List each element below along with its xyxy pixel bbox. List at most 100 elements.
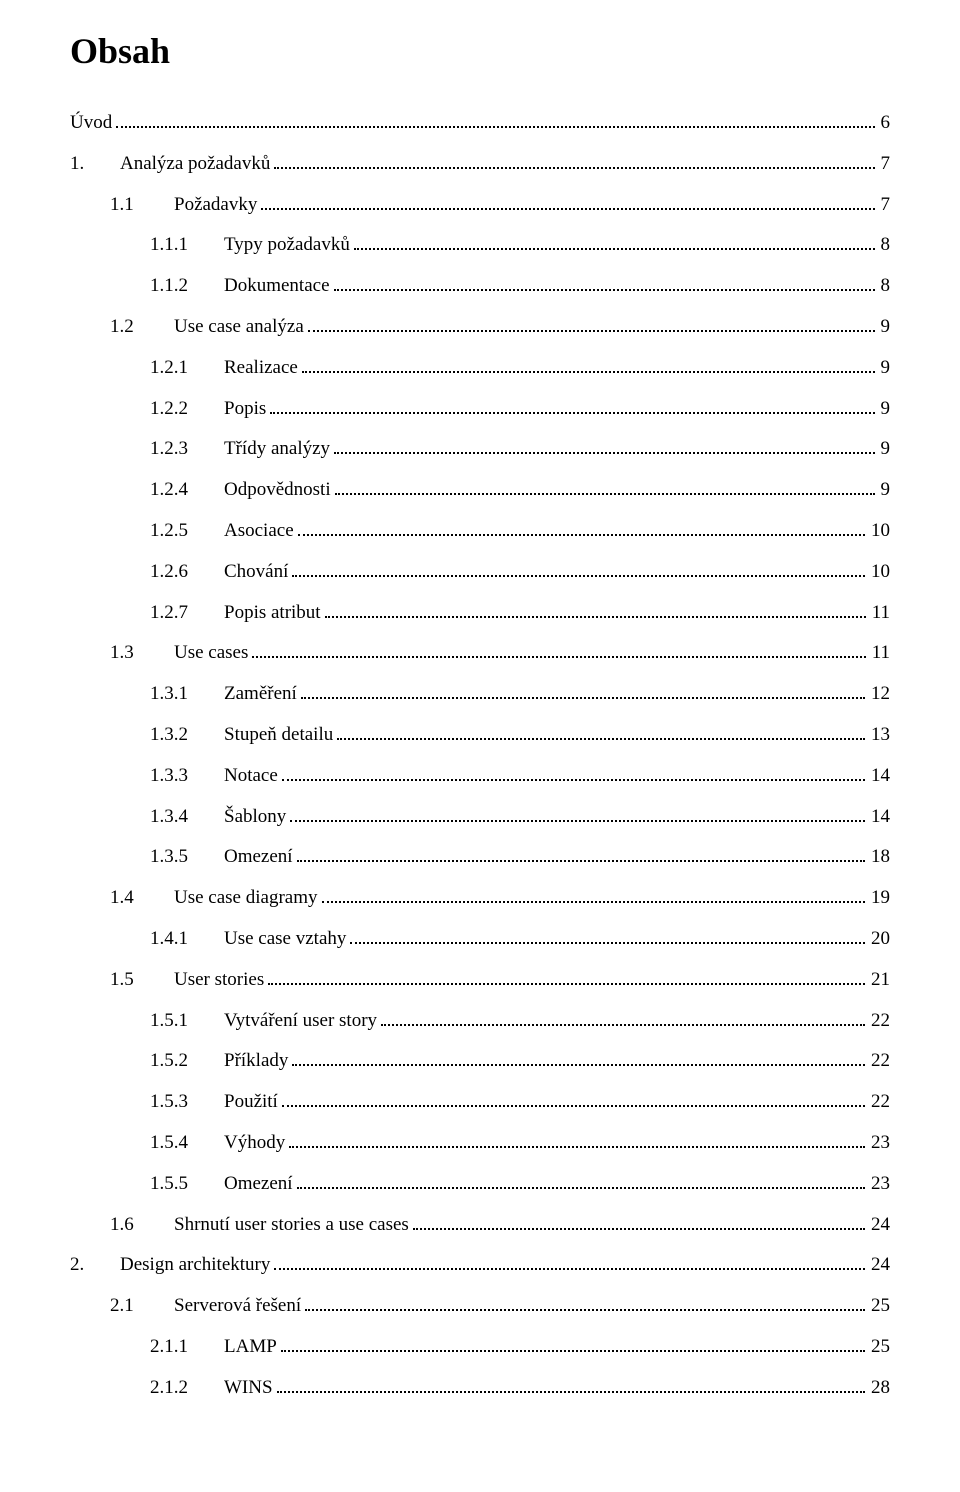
toc-entry-title: Chování bbox=[224, 561, 288, 584]
toc-entry-page: 23 bbox=[869, 1173, 890, 1196]
toc-entry-page: 13 bbox=[869, 724, 890, 747]
toc-leader-dots bbox=[308, 317, 875, 332]
toc-leader-dots bbox=[282, 765, 865, 780]
toc-entry-title: Použití bbox=[224, 1091, 278, 1114]
toc-entry-number: 1.5 bbox=[110, 969, 174, 992]
toc-leader-dots bbox=[335, 480, 875, 495]
toc-entry-number: 1.2 bbox=[110, 316, 174, 339]
toc-entry-page: 25 bbox=[869, 1295, 890, 1318]
toc-entry-page: 9 bbox=[879, 357, 891, 380]
toc-entry-number: 1.3.2 bbox=[150, 724, 224, 747]
toc-entry-page: 20 bbox=[869, 928, 890, 951]
toc-entry-number: 1.5.4 bbox=[150, 1132, 224, 1155]
toc-entry: 1.2.2Popis 9 bbox=[70, 398, 890, 421]
toc-leader-dots bbox=[274, 154, 874, 169]
toc-entry: 1.3.3Notace14 bbox=[70, 765, 890, 788]
toc-entry-title: Vytváření user story bbox=[224, 1010, 377, 1033]
toc-leader-dots bbox=[261, 194, 874, 209]
toc-entry-title: WINS bbox=[224, 1377, 273, 1400]
toc-entry-page: 25 bbox=[869, 1336, 890, 1359]
toc-leader-dots bbox=[354, 235, 875, 250]
toc-entry-page: 12 bbox=[869, 683, 890, 706]
toc-leader-dots bbox=[281, 1337, 865, 1352]
toc-entry: 1.5.3Použití22 bbox=[70, 1091, 890, 1114]
toc-entry: 1.1.1Typy požadavků8 bbox=[70, 234, 890, 257]
toc-entry-title: Asociace bbox=[224, 520, 294, 543]
toc-entry-number: 1.3 bbox=[110, 642, 174, 665]
toc-leader-dots bbox=[350, 929, 865, 944]
toc-entry: 2.1.1LAMP25 bbox=[70, 1336, 890, 1359]
toc-entry: 1.6Shrnutí user stories a use cases24 bbox=[70, 1214, 890, 1237]
toc-leader-dots bbox=[413, 1214, 865, 1229]
toc-entry-title: Serverová řešení bbox=[174, 1295, 301, 1318]
toc-entry: 1.5.1Vytváření user story22 bbox=[70, 1010, 890, 1033]
toc-entry-page: 22 bbox=[869, 1091, 890, 1114]
toc-entry-title: Design architektury bbox=[120, 1254, 270, 1277]
toc-entry: 1.2.5Asociace10 bbox=[70, 520, 890, 543]
toc-entry-title: Třídy analýzy bbox=[224, 438, 330, 461]
toc-leader-dots bbox=[297, 1173, 865, 1188]
toc-entry-page: 23 bbox=[869, 1132, 890, 1155]
toc-leader-dots bbox=[298, 521, 865, 536]
toc-entry-title: Use cases bbox=[174, 642, 248, 665]
toc-entry: 1.2.7Popis atribut11 bbox=[70, 602, 890, 625]
toc-entry-number: 1.2.1 bbox=[150, 357, 224, 380]
toc-entry-page: 7 bbox=[879, 153, 891, 176]
toc-entry-number: 1.6 bbox=[110, 1214, 174, 1237]
toc-entry-page: 28 bbox=[869, 1377, 890, 1400]
toc-entry-title: Zaměření bbox=[224, 683, 297, 706]
toc-entry: 1.2.4Odpovědnosti9 bbox=[70, 479, 890, 502]
toc-entry-number: 1.3.3 bbox=[150, 765, 224, 788]
toc-leader-dots bbox=[337, 725, 865, 740]
toc-entry-title: Analýza požadavků bbox=[120, 153, 270, 176]
toc-entry: 1.1.2Dokumentace8 bbox=[70, 275, 890, 298]
toc-entry-number: 1.1 bbox=[110, 194, 174, 217]
toc-entry-title: Use case diagramy bbox=[174, 887, 318, 910]
toc-leader-dots bbox=[270, 398, 874, 413]
toc-leader-dots bbox=[274, 1255, 865, 1270]
toc-entry-page: 24 bbox=[869, 1254, 890, 1277]
toc-entry: 2.1.2WINS28 bbox=[70, 1377, 890, 1400]
toc-entry: 1.5.5Omezení23 bbox=[70, 1173, 890, 1196]
toc-entry-title: Omezení bbox=[224, 846, 293, 869]
toc-leader-dots bbox=[325, 602, 866, 617]
toc-entry-number: 1.3.4 bbox=[150, 806, 224, 829]
toc-entry-page: 10 bbox=[869, 561, 890, 584]
toc-entry-page: 10 bbox=[869, 520, 890, 543]
toc-entry-title: Typy požadavků bbox=[224, 234, 350, 257]
toc-entry-number: 1.3.1 bbox=[150, 683, 224, 706]
toc-entry-number: 2.1 bbox=[110, 1295, 174, 1318]
toc-entry: 1.2Use case analýza9 bbox=[70, 316, 890, 339]
toc-entry-title: Realizace bbox=[224, 357, 298, 380]
toc-entry-title: Požadavky bbox=[174, 194, 257, 217]
toc-leader-dots bbox=[334, 276, 875, 291]
page-title: Obsah bbox=[70, 30, 890, 72]
toc-entry: 1.3.4Šablony14 bbox=[70, 806, 890, 829]
toc-entry-number: 1.2.6 bbox=[150, 561, 224, 584]
toc-entry-number: 1.2.2 bbox=[150, 398, 224, 421]
toc-entry: 1.Analýza požadavků 7 bbox=[70, 153, 890, 176]
toc-entry: 1.3.1Zaměření 12 bbox=[70, 683, 890, 706]
toc-entry: 1.4Use case diagramy19 bbox=[70, 887, 890, 910]
toc-entry: 1.5.2Příklady22 bbox=[70, 1050, 890, 1073]
toc-leader-dots bbox=[381, 1010, 865, 1025]
toc-entry-title: Popis bbox=[224, 398, 266, 421]
table-of-contents: Úvod61.Analýza požadavků71.1Požadavky71.… bbox=[70, 112, 890, 1400]
toc-entry-title: Notace bbox=[224, 765, 278, 788]
toc-entry: 1.3.2Stupeň detailu13 bbox=[70, 724, 890, 747]
toc-entry-number: 1.2.7 bbox=[150, 602, 224, 625]
toc-entry-number: 2. bbox=[70, 1254, 120, 1277]
toc-entry: 1.2.1Realizace 9 bbox=[70, 357, 890, 380]
toc-leader-dots bbox=[282, 1092, 865, 1107]
toc-entry-title: LAMP bbox=[224, 1336, 277, 1359]
toc-entry-page: 14 bbox=[869, 806, 890, 829]
toc-entry-number: 1.1.1 bbox=[150, 234, 224, 257]
toc-entry-page: 18 bbox=[869, 846, 890, 869]
toc-entry-number: 1.2.3 bbox=[150, 438, 224, 461]
toc-entry-page: 9 bbox=[879, 479, 891, 502]
toc-entry-title: Use case vztahy bbox=[224, 928, 346, 951]
toc-entry: 1.2.3Třídy analýzy9 bbox=[70, 438, 890, 461]
toc-entry-page: 9 bbox=[879, 398, 891, 421]
toc-entry-title: Use case analýza bbox=[174, 316, 304, 339]
toc-entry-number: 1. bbox=[70, 153, 120, 176]
